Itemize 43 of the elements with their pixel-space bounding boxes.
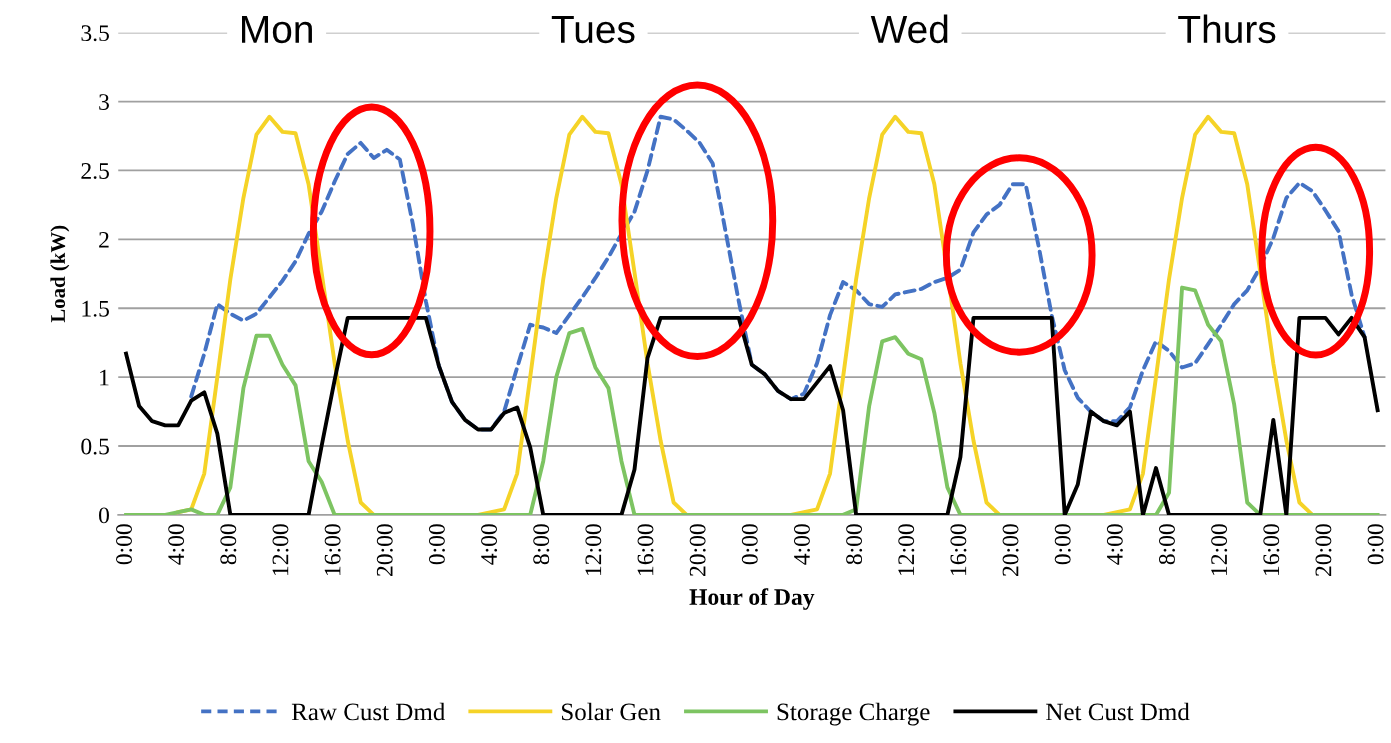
x-tick-label: 8:00 [1159, 524, 1176, 565]
x-tick-label: 12:00 [898, 524, 915, 575]
y-tick-label: 0 [99, 507, 109, 524]
x-tick-label: 16:00 [324, 524, 341, 575]
legend-label: Raw Cust Dmd [291, 702, 446, 721]
y-tick-label: 3 [99, 94, 109, 110]
y-tick-label: 1.5 [82, 300, 109, 317]
x-tick-label: 0:00 [428, 524, 445, 565]
legend-label: Storage Charge [777, 702, 930, 726]
x-tick-label: 4:00 [481, 524, 498, 565]
x-tick-label: 0:00 [116, 524, 133, 565]
x-tick-label: 4:00 [1106, 524, 1123, 565]
x-tick-label: 8:00 [220, 524, 237, 565]
x-tick-label: 12:00 [1211, 524, 1228, 575]
x-tick-label: 8:00 [533, 524, 550, 565]
x-tick-label: 0:00 [1367, 524, 1384, 565]
legend-label: Solar Gen [562, 702, 661, 721]
x-axis-title: Hour of Day [689, 588, 815, 610]
y-axis-title: Load (kW) [50, 225, 70, 323]
x-tick-label: 20:00 [1315, 524, 1332, 576]
x-tick-label: 16:00 [637, 524, 654, 575]
x-tick-label: 4:00 [168, 524, 185, 565]
x-tick-label: 16:00 [950, 524, 967, 575]
y-tick-label: 2 [99, 231, 109, 248]
x-tick-label: 16:00 [1263, 524, 1280, 575]
annotation: Thurs [1178, 14, 1276, 44]
x-tick-label: 0:00 [741, 524, 758, 565]
x-tick-label: 20:00 [1002, 524, 1019, 576]
y-tick-label: 2.5 [81, 163, 109, 179]
x-tick-label: 0:00 [1054, 524, 1071, 565]
annotation: Mon [242, 15, 312, 44]
x-tick-label: 20:00 [376, 524, 393, 576]
annotation: Wed [870, 14, 948, 44]
y-tick-label: 1 [100, 369, 109, 386]
annotation: Tues [551, 15, 635, 44]
x-tick-label: 8:00 [846, 524, 863, 565]
legend-label: Net Cust Dmd [1046, 702, 1190, 721]
y-tick-label: 3.5 [81, 25, 109, 42]
x-tick-label: 4:00 [793, 524, 810, 565]
y-tick-label: 0.5 [81, 438, 109, 455]
x-tick-label: 12:00 [585, 524, 602, 575]
x-tick-label: 12:00 [272, 524, 289, 575]
x-tick-label: 20:00 [689, 524, 706, 576]
